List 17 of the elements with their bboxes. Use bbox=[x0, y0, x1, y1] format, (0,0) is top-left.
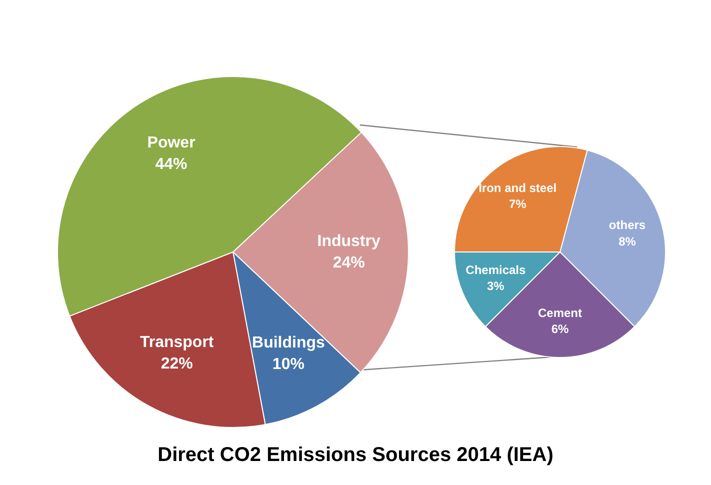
data-label: 8% bbox=[618, 234, 636, 248]
slice-label: Cement bbox=[538, 306, 582, 320]
data-label: 44% bbox=[155, 156, 188, 174]
slice-label: Chemicals bbox=[466, 262, 526, 277]
slice-label: Power bbox=[147, 134, 196, 152]
data-label: 24% bbox=[332, 254, 365, 272]
slice-label: Iron and steel bbox=[478, 180, 557, 195]
data-label: 22% bbox=[160, 356, 193, 373]
slice-label: Buildings bbox=[252, 334, 325, 352]
data-label: 10% bbox=[272, 356, 304, 373]
data-label: 3% bbox=[487, 279, 505, 294]
data-label: 7% bbox=[508, 197, 527, 212]
slice-label: others bbox=[608, 218, 646, 232]
slice-label: Industry bbox=[317, 233, 380, 250]
slice-label: Transport bbox=[140, 334, 214, 351]
data-label: 6% bbox=[551, 322, 569, 336]
text: Direct CO2 Emissions Sources 2014 (IEA) bbox=[156, 444, 554, 467]
